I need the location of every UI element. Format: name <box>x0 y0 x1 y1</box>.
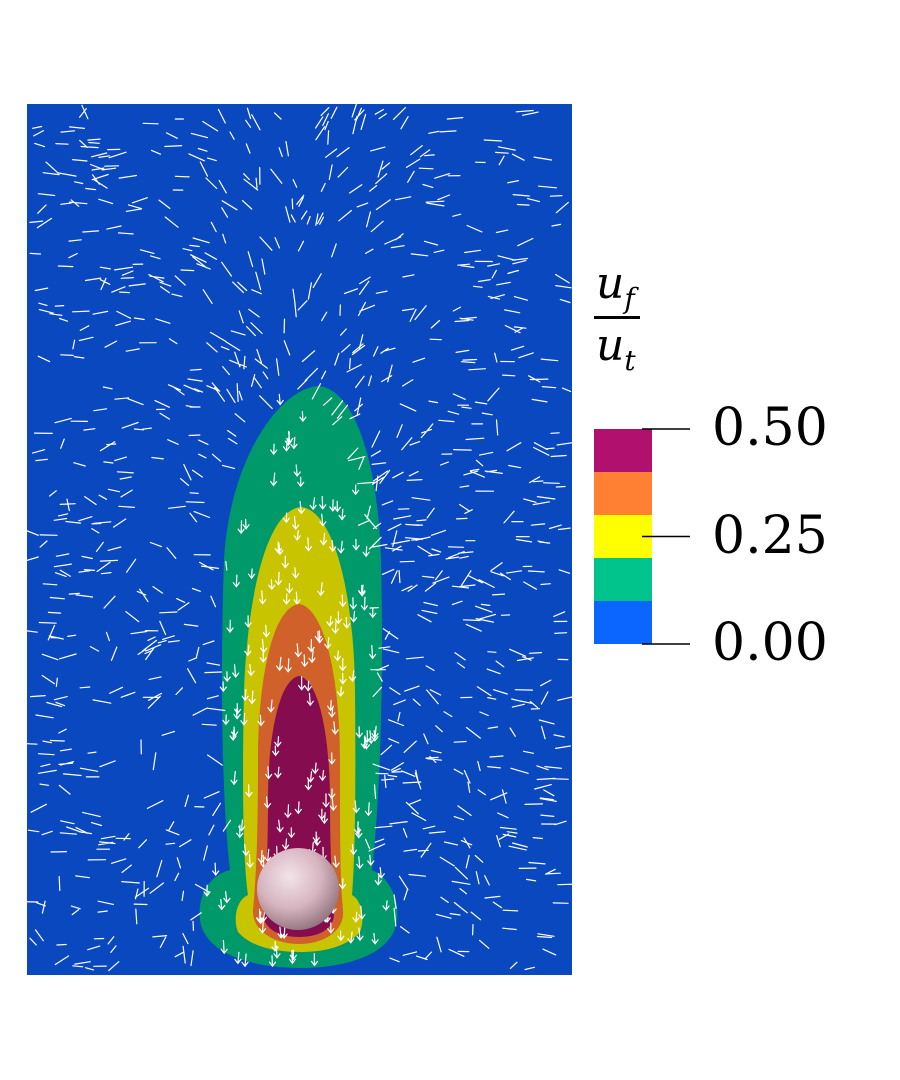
denominator: ut <box>596 320 636 377</box>
vector-arrows <box>27 104 572 972</box>
numerator: uf <box>596 258 635 315</box>
colorbar-tick-label-2: 0.00 <box>712 613 828 673</box>
colorbar-bin-3 <box>594 472 652 515</box>
velocity-vectors <box>27 104 572 972</box>
colorbar-variable-label: uf ut <box>594 258 654 378</box>
colorbar-tick-label-1: 0.25 <box>712 506 828 566</box>
fraction-bar <box>594 316 640 319</box>
colorbar-bin-0 <box>594 601 652 644</box>
particle-sphere <box>257 848 339 930</box>
colorbar-bin-1 <box>594 558 652 601</box>
colorbar-tick-label-0: 0.50 <box>712 398 828 458</box>
colorbar <box>594 428 690 645</box>
colorbar-bin-4 <box>594 429 652 472</box>
